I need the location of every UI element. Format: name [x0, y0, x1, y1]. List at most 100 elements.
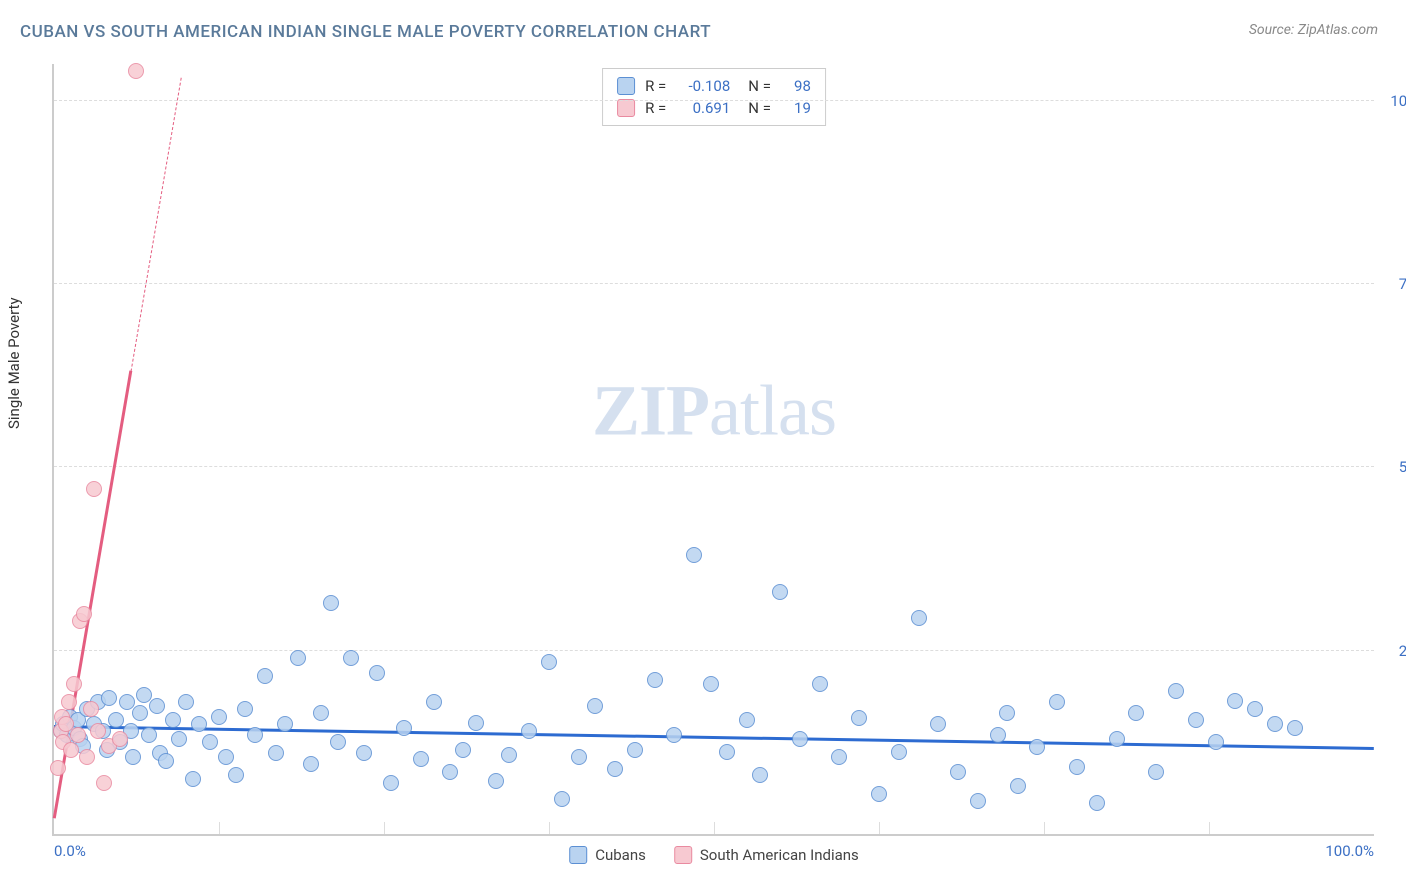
scatter-point — [911, 610, 927, 626]
scatter-point — [871, 786, 887, 802]
legend-stat-row: R =-0.108N =98 — [617, 75, 811, 97]
x-tick-minor — [1044, 822, 1045, 834]
scatter-point — [63, 742, 79, 758]
scatter-point — [719, 744, 735, 760]
scatter-point — [330, 734, 346, 750]
scatter-point — [647, 672, 663, 688]
legend-swatch — [569, 846, 587, 864]
scatter-point — [521, 723, 537, 739]
scatter-point — [831, 749, 847, 765]
scatter-point — [61, 694, 77, 710]
scatter-point — [1267, 716, 1283, 732]
x-tick-minor — [714, 822, 715, 834]
r-value: -0.108 — [676, 75, 730, 97]
legend-swatch — [617, 99, 635, 117]
scatter-point — [1287, 720, 1303, 736]
scatter-point — [587, 698, 603, 714]
legend-swatch — [674, 846, 692, 864]
scatter-point — [343, 650, 359, 666]
scatter-point — [1109, 731, 1125, 747]
trendline-dashed — [130, 78, 181, 371]
scatter-point — [149, 698, 165, 714]
legend-item: Cubans — [569, 846, 646, 864]
scatter-point — [66, 676, 82, 692]
r-label: R = — [645, 75, 666, 97]
x-tick-label: 0.0% — [54, 842, 86, 860]
scatter-point — [158, 753, 174, 769]
x-tick-minor — [549, 822, 550, 834]
scatter-point — [171, 731, 187, 747]
x-tick-minor — [384, 822, 385, 834]
scatter-point — [1069, 759, 1085, 775]
series-legend: Cubans South American Indians — [569, 846, 859, 864]
scatter-point — [178, 694, 194, 710]
scatter-point — [313, 705, 329, 721]
scatter-point — [970, 793, 986, 809]
scatter-point — [303, 756, 319, 772]
scatter-point — [125, 749, 141, 765]
scatter-point — [501, 747, 517, 763]
scatter-point — [554, 791, 570, 807]
scatter-point — [1168, 683, 1184, 699]
legend-swatch — [617, 77, 635, 95]
scatter-point — [96, 775, 112, 791]
scatter-point — [686, 547, 702, 563]
x-tick-label: 100.0% — [1325, 842, 1374, 860]
y-tick-label: 50.0% — [1379, 458, 1406, 476]
scatter-point — [101, 690, 117, 706]
x-tick-minor — [879, 822, 880, 834]
scatter-point — [165, 712, 181, 728]
scatter-point — [999, 705, 1015, 721]
scatter-point — [950, 764, 966, 780]
correlation-legend: R =-0.108N =98R =0.691N =19 — [602, 68, 826, 126]
scatter-point — [128, 63, 144, 79]
scatter-point — [211, 709, 227, 725]
scatter-point — [79, 749, 95, 765]
scatter-point — [1208, 734, 1224, 750]
scatter-point — [356, 745, 372, 761]
scatter-point — [455, 742, 471, 758]
x-tick-minor — [219, 822, 220, 834]
legend-label: South American Indians — [700, 846, 859, 864]
scatter-point — [257, 668, 273, 684]
scatter-point — [930, 716, 946, 732]
scatter-point — [413, 751, 429, 767]
scatter-point — [772, 584, 788, 600]
y-tick-label: 100.0% — [1379, 92, 1406, 110]
source-attribution: Source: ZipAtlas.com — [1249, 22, 1378, 38]
scatter-point — [396, 720, 412, 736]
scatter-point — [185, 771, 201, 787]
gridline-horizontal — [54, 283, 1374, 284]
scatter-point — [191, 716, 207, 732]
scatter-point — [1089, 795, 1105, 811]
y-axis-label: Single Male Poverty — [5, 297, 23, 429]
scatter-point — [141, 727, 157, 743]
scatter-point — [1029, 739, 1045, 755]
y-tick-label: 75.0% — [1379, 275, 1406, 293]
gridline-horizontal — [54, 466, 1374, 467]
chart-title: CUBAN VS SOUTH AMERICAN INDIAN SINGLE MA… — [20, 22, 711, 42]
scatter-point — [851, 710, 867, 726]
x-tick-minor — [1209, 822, 1210, 834]
scatter-point — [369, 665, 385, 681]
scatter-point — [1049, 694, 1065, 710]
scatter-point — [891, 744, 907, 760]
scatter-point — [237, 701, 253, 717]
scatter-point — [90, 723, 106, 739]
scatter-point — [792, 731, 808, 747]
scatter-point — [541, 654, 557, 670]
scatter-point — [290, 650, 306, 666]
scatter-point — [739, 712, 755, 728]
n-value: 98 — [781, 75, 811, 97]
scatter-point — [108, 712, 124, 728]
y-tick-label: 25.0% — [1379, 642, 1406, 660]
gridline-horizontal — [54, 100, 1374, 101]
scatter-point — [86, 481, 102, 497]
scatter-point — [228, 767, 244, 783]
scatter-point — [666, 727, 682, 743]
scatter-point — [442, 764, 458, 780]
scatter-point — [112, 731, 128, 747]
scatter-point — [70, 727, 86, 743]
scatter-point — [247, 727, 263, 743]
scatter-point — [1010, 778, 1026, 794]
